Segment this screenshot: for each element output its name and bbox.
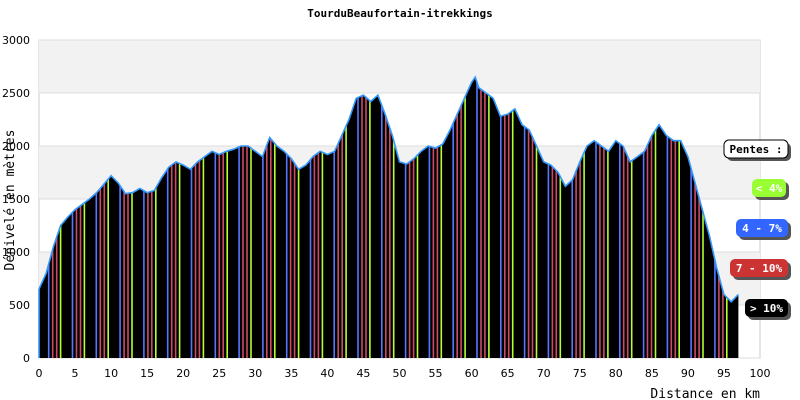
x-tick-label: 35 (284, 367, 298, 380)
y-tick-label: 2500 (2, 87, 30, 100)
x-tick-label: 5 (72, 367, 79, 380)
legend-swatch (745, 299, 788, 317)
x-tick-label: 30 (248, 367, 262, 380)
x-axis-title: Distance en km (650, 387, 760, 400)
x-tick-label: 45 (356, 367, 370, 380)
legend-swatch (730, 259, 788, 277)
x-tick-label: 90 (681, 367, 695, 380)
x-tick-label: 70 (537, 367, 551, 380)
y-tick-label: 500 (9, 299, 30, 312)
legend-swatch (752, 179, 786, 197)
legend: Pentes : < 4% 4 - 7% 7 - 10% > 10% (723, 139, 791, 320)
x-tick-label: 25 (212, 367, 226, 380)
chart-title: TourduBeaufortain-itrekkings (307, 7, 492, 20)
y-tick-label: 0 (23, 352, 30, 365)
legend-title-box (723, 139, 789, 159)
x-tick-label: 100 (750, 367, 771, 380)
x-tick-label: 80 (609, 367, 623, 380)
x-tick-label: 65 (501, 367, 515, 380)
x-tick-label: 85 (645, 367, 659, 380)
grid-band (39, 40, 760, 93)
y-axis-title: Dénivelé en mètres (3, 130, 18, 271)
legend-title: Pentes : (730, 143, 783, 156)
legend-label: 4 - 7% (742, 222, 782, 235)
x-tick-label: 20 (176, 367, 190, 380)
y-tick-label: 3000 (2, 34, 30, 47)
x-tick-label: 95 (717, 367, 731, 380)
x-tick-labels: 0 5 10 15 20 25 30 35 40 45 50 55 60 65 70 75 80 85 90 95 10… (36, 367, 771, 380)
elevation-line (38, 75, 739, 303)
y-tick-label: 2000 (2, 140, 30, 153)
legend-label: < 4% (756, 182, 783, 195)
x-tick-label: 0 (36, 367, 43, 380)
y-tick-label: 1500 (2, 193, 30, 206)
x-tick-label: 10 (104, 367, 118, 380)
x-tick-label: 15 (140, 367, 154, 380)
y-tick-label: 1000 (2, 246, 30, 259)
legend-label: > 10% (750, 302, 783, 315)
x-tick-label: 55 (429, 367, 443, 380)
x-tick-label: 40 (320, 367, 334, 380)
legend-label: 7 - 10% (736, 262, 783, 275)
y-tick-labels: 0 500 1000 1500 2000 2500 3000 (2, 34, 30, 365)
x-tick-label: 50 (393, 367, 407, 380)
legend-swatch (736, 219, 788, 237)
elevation-fill (39, 77, 739, 358)
x-tick-label: 75 (573, 367, 587, 380)
x-tick-label: 60 (465, 367, 479, 380)
profile-area (38, 75, 739, 358)
